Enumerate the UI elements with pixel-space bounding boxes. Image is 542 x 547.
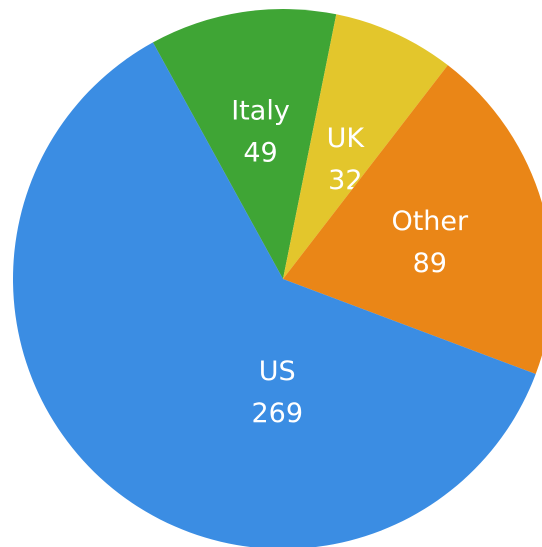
pie-slice	[283, 14, 448, 280]
slice-value: 89	[413, 248, 447, 279]
slice-label: Italy	[231, 96, 290, 127]
pie-slice	[152, 9, 337, 279]
pie-slice	[283, 65, 542, 375]
slice-value: 269	[251, 398, 303, 429]
slice-label: US	[259, 356, 296, 387]
slice-label: Other	[391, 206, 469, 237]
slice-label: UK	[327, 123, 366, 154]
pie-slice	[13, 42, 536, 547]
slice-value: 49	[243, 138, 277, 169]
